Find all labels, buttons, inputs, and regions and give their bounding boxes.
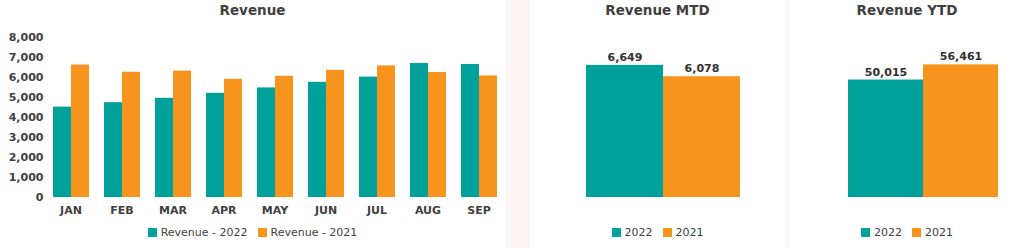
html-text:2021: 2021 [675,225,704,239]
svg-text:MAR: MAR [159,204,187,217]
html-text:2022: 2022 [874,225,902,239]
html-text:Revenue MTD: Revenue MTD [605,2,710,18]
svg-text:50,015: 50,015 [865,66,907,79]
svg-text:5,000: 5,000 [9,91,44,104]
svg-text:MAY: MAY [262,204,289,217]
svg-text:8,000: 8,000 [9,31,44,44]
svg-text:JAN: JAN [59,204,82,217]
svg-text:FEB: FEB [110,204,133,217]
svg-text:3,000: 3,000 [9,131,44,144]
svg-text:56,461: 56,461 [940,50,982,63]
svg-text:6,000: 6,000 [9,71,44,84]
svg-text:0: 0 [36,191,44,204]
html-text:Revenue: Revenue [219,2,286,18]
svg-text:AUG: AUG [415,204,441,217]
svg-text:4,000: 4,000 [9,111,44,124]
svg-text:6,649: 6,649 [608,51,643,64]
html-text:Revenue YTD: Revenue YTD [856,2,958,18]
svg-text:7,000: 7,000 [9,51,44,64]
svg-text:APR: APR [211,204,237,217]
html-text:2021: 2021 [925,225,953,239]
svg-text:2,000: 2,000 [9,151,44,164]
html-text:2022: 2022 [624,225,653,239]
svg-text:JUL: JUL [366,204,387,217]
svg-text:6,078: 6,078 [685,62,720,75]
svg-text:JUN: JUN [314,204,337,217]
html-text:Revenue - 2022: Revenue - 2022 [160,225,248,239]
svg-text:SEP: SEP [467,204,491,217]
html-text:Revenue - 2021: Revenue - 2021 [270,225,358,239]
svg-text:1,000: 1,000 [9,171,44,184]
